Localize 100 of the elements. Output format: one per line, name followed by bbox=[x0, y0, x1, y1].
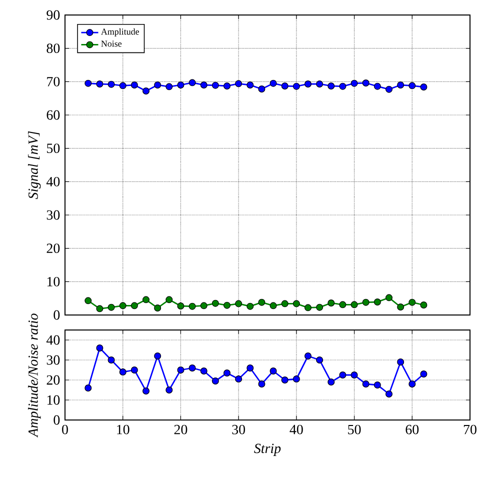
y-tick-label: 60 bbox=[46, 110, 60, 120]
y-axis-title: Signal [mV] bbox=[28, 131, 41, 200]
point bbox=[339, 301, 346, 308]
x-tick-label: 20 bbox=[174, 424, 188, 434]
point bbox=[212, 300, 219, 307]
point bbox=[408, 82, 416, 90]
x-tick-label: 60 bbox=[406, 424, 419, 434]
x-tick-label: 10 bbox=[117, 424, 130, 434]
point bbox=[154, 352, 162, 360]
point bbox=[235, 80, 242, 88]
point bbox=[142, 388, 150, 394]
point bbox=[224, 82, 230, 90]
point bbox=[281, 82, 288, 90]
point bbox=[130, 366, 138, 374]
point bbox=[270, 302, 277, 310]
point bbox=[362, 79, 370, 86]
point bbox=[281, 376, 288, 384]
point bbox=[386, 86, 392, 93]
x-tick-label: 0 bbox=[62, 424, 68, 434]
point bbox=[235, 376, 242, 382]
point bbox=[224, 302, 230, 309]
point bbox=[292, 376, 300, 382]
x-tick-label: 30 bbox=[232, 424, 246, 434]
point bbox=[258, 85, 266, 92]
point bbox=[166, 296, 173, 304]
point bbox=[177, 366, 184, 374]
point bbox=[316, 356, 324, 364]
point bbox=[246, 302, 254, 310]
point bbox=[270, 80, 277, 87]
point bbox=[84, 297, 92, 304]
point bbox=[328, 299, 335, 306]
point bbox=[96, 344, 104, 352]
point bbox=[235, 300, 242, 308]
point bbox=[374, 82, 381, 90]
point bbox=[304, 80, 312, 88]
point bbox=[130, 302, 138, 310]
point bbox=[108, 80, 115, 88]
point bbox=[397, 81, 404, 88]
point bbox=[246, 364, 254, 372]
point bbox=[119, 302, 126, 310]
y-tick-label: 90 bbox=[46, 10, 60, 20]
point bbox=[350, 80, 358, 87]
y-tick-label: 20 bbox=[46, 244, 60, 254]
point bbox=[177, 302, 184, 310]
point bbox=[119, 82, 126, 90]
y-tick-label: 70 bbox=[47, 76, 60, 86]
point bbox=[188, 364, 196, 372]
y-tick-label: 10 bbox=[47, 276, 60, 286]
point bbox=[166, 386, 173, 394]
y-tick-label: 30 bbox=[46, 355, 60, 365]
x-tick-label: 40 bbox=[290, 424, 303, 434]
x-axis-title: Strip bbox=[254, 444, 281, 456]
point bbox=[154, 304, 162, 312]
point bbox=[420, 370, 428, 378]
point bbox=[258, 298, 266, 306]
point bbox=[200, 81, 208, 88]
point bbox=[200, 368, 208, 374]
point bbox=[177, 81, 184, 88]
y-tick-label: 0 bbox=[54, 310, 60, 320]
point bbox=[328, 82, 335, 90]
y-tick-label: 0 bbox=[54, 415, 60, 425]
point bbox=[292, 82, 300, 90]
point bbox=[316, 304, 324, 311]
point bbox=[386, 294, 392, 302]
point bbox=[258, 380, 266, 388]
point bbox=[246, 81, 254, 88]
point bbox=[84, 80, 92, 87]
point bbox=[119, 368, 126, 376]
point bbox=[420, 83, 428, 90]
point bbox=[108, 304, 115, 311]
y-tick-label: 20 bbox=[46, 375, 60, 385]
point bbox=[350, 372, 358, 378]
point bbox=[362, 380, 370, 388]
y-tick-label: 80 bbox=[46, 44, 60, 54]
point bbox=[224, 370, 230, 376]
point bbox=[374, 382, 381, 388]
y-tick-label: 30 bbox=[46, 210, 60, 220]
point bbox=[386, 390, 392, 398]
point bbox=[188, 302, 196, 310]
point bbox=[316, 80, 324, 88]
y-tick-label: 50 bbox=[47, 144, 60, 154]
point bbox=[130, 81, 138, 88]
point bbox=[200, 302, 208, 310]
point bbox=[212, 378, 219, 384]
point bbox=[339, 372, 346, 378]
x-tick-label: 70 bbox=[464, 424, 476, 434]
point bbox=[281, 300, 288, 308]
legend-label: Noise bbox=[101, 40, 122, 47]
point bbox=[142, 87, 150, 94]
point bbox=[408, 380, 416, 388]
point bbox=[96, 80, 104, 88]
point bbox=[142, 296, 150, 304]
point bbox=[362, 298, 370, 306]
point bbox=[188, 79, 196, 86]
point bbox=[292, 300, 300, 308]
x-tick-label: 50 bbox=[348, 424, 361, 434]
point bbox=[84, 384, 92, 392]
point bbox=[420, 301, 428, 308]
y-tick-label: 40 bbox=[46, 176, 60, 186]
point bbox=[374, 298, 381, 306]
